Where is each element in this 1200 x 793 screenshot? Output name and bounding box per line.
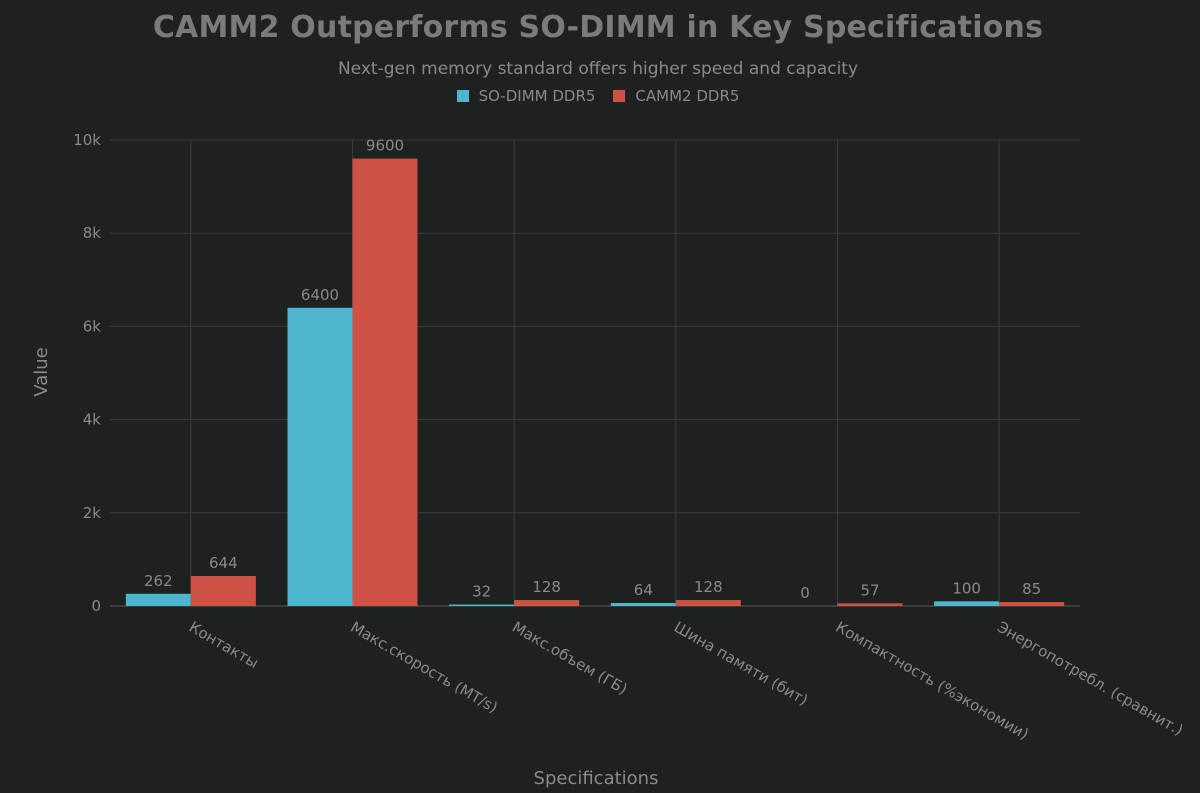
bar-sodimm [125, 593, 191, 606]
y-tick-label: 0 [91, 597, 101, 615]
chart-title: CAMM2 Outperforms SO-DIMM in Key Specifi… [152, 10, 1044, 45]
bar-value-label: 128 [694, 578, 723, 596]
bar-camm2 [999, 602, 1065, 606]
bar-camm2 [352, 158, 418, 606]
chart-subtitle: Next-gen memory standard offers higher s… [337, 59, 859, 79]
bar-sodimm [287, 307, 353, 606]
x-tick-label: Макс.скорость (MT/s) [348, 618, 501, 717]
y-tick-label: 4k [83, 411, 102, 429]
bar-value-label: 644 [209, 554, 238, 572]
legend-item-camm2[interactable]: CAMM2 DDR5 [613, 87, 739, 105]
bar-sodimm [934, 601, 1000, 606]
bar-camm2 [514, 600, 580, 606]
legend-label-sodimm: SO-DIMM DDR5 [478, 87, 596, 105]
legend-label-camm2: CAMM2 DDR5 [635, 87, 740, 105]
bar-value-label: 0 [800, 584, 810, 602]
x-tick-label: Энергопотребл. (сравнит.) [994, 618, 1186, 739]
grid-layer [110, 139, 1080, 607]
legend-swatch-sodimm [456, 90, 469, 102]
bar-value-label: 6400 [301, 286, 339, 304]
y-tick-label: 2k [83, 504, 102, 522]
bar-value-label: 64 [634, 581, 653, 599]
bars-layer [125, 158, 1065, 606]
bar-value-label: 128 [532, 578, 561, 596]
bar-sodimm [610, 603, 676, 606]
bar-camm2 [837, 603, 903, 606]
y-tick-label: 8k [83, 224, 102, 242]
x-tick-label: Шина памяти (бит) [671, 618, 811, 709]
x-axis-title: Specifications [534, 768, 659, 789]
y-axis-title: Value [31, 347, 52, 396]
bar-value-label: 32 [472, 583, 491, 601]
legend: SO-DIMM DDR5 CAMM2 DDR5 [0, 87, 1196, 105]
bar-value-label: 85 [1022, 580, 1041, 598]
bar-value-label: 57 [860, 581, 879, 599]
x-tick-label: Макс.объем (ГБ) [509, 618, 630, 698]
bar-value-label: 9600 [366, 137, 404, 155]
bar-value-label: 262 [144, 572, 173, 590]
bar-value-label: 100 [952, 579, 981, 597]
labels-layer: 0 2k 4k 6k 8k 10k 262 644 Контакты 6400 9600 Макс.с… [73, 131, 1186, 743]
legend-item-sodimm[interactable]: SO-DIMM DDR5 [456, 87, 596, 105]
x-tick-label: Контакты [186, 618, 262, 672]
bar-camm2 [190, 575, 256, 606]
y-tick-label: 10k [73, 131, 101, 149]
bar-camm2 [675, 600, 741, 606]
y-tick-label: 6k [83, 317, 102, 335]
legend-swatch-camm2 [613, 90, 626, 102]
bar-sodimm [449, 604, 515, 606]
